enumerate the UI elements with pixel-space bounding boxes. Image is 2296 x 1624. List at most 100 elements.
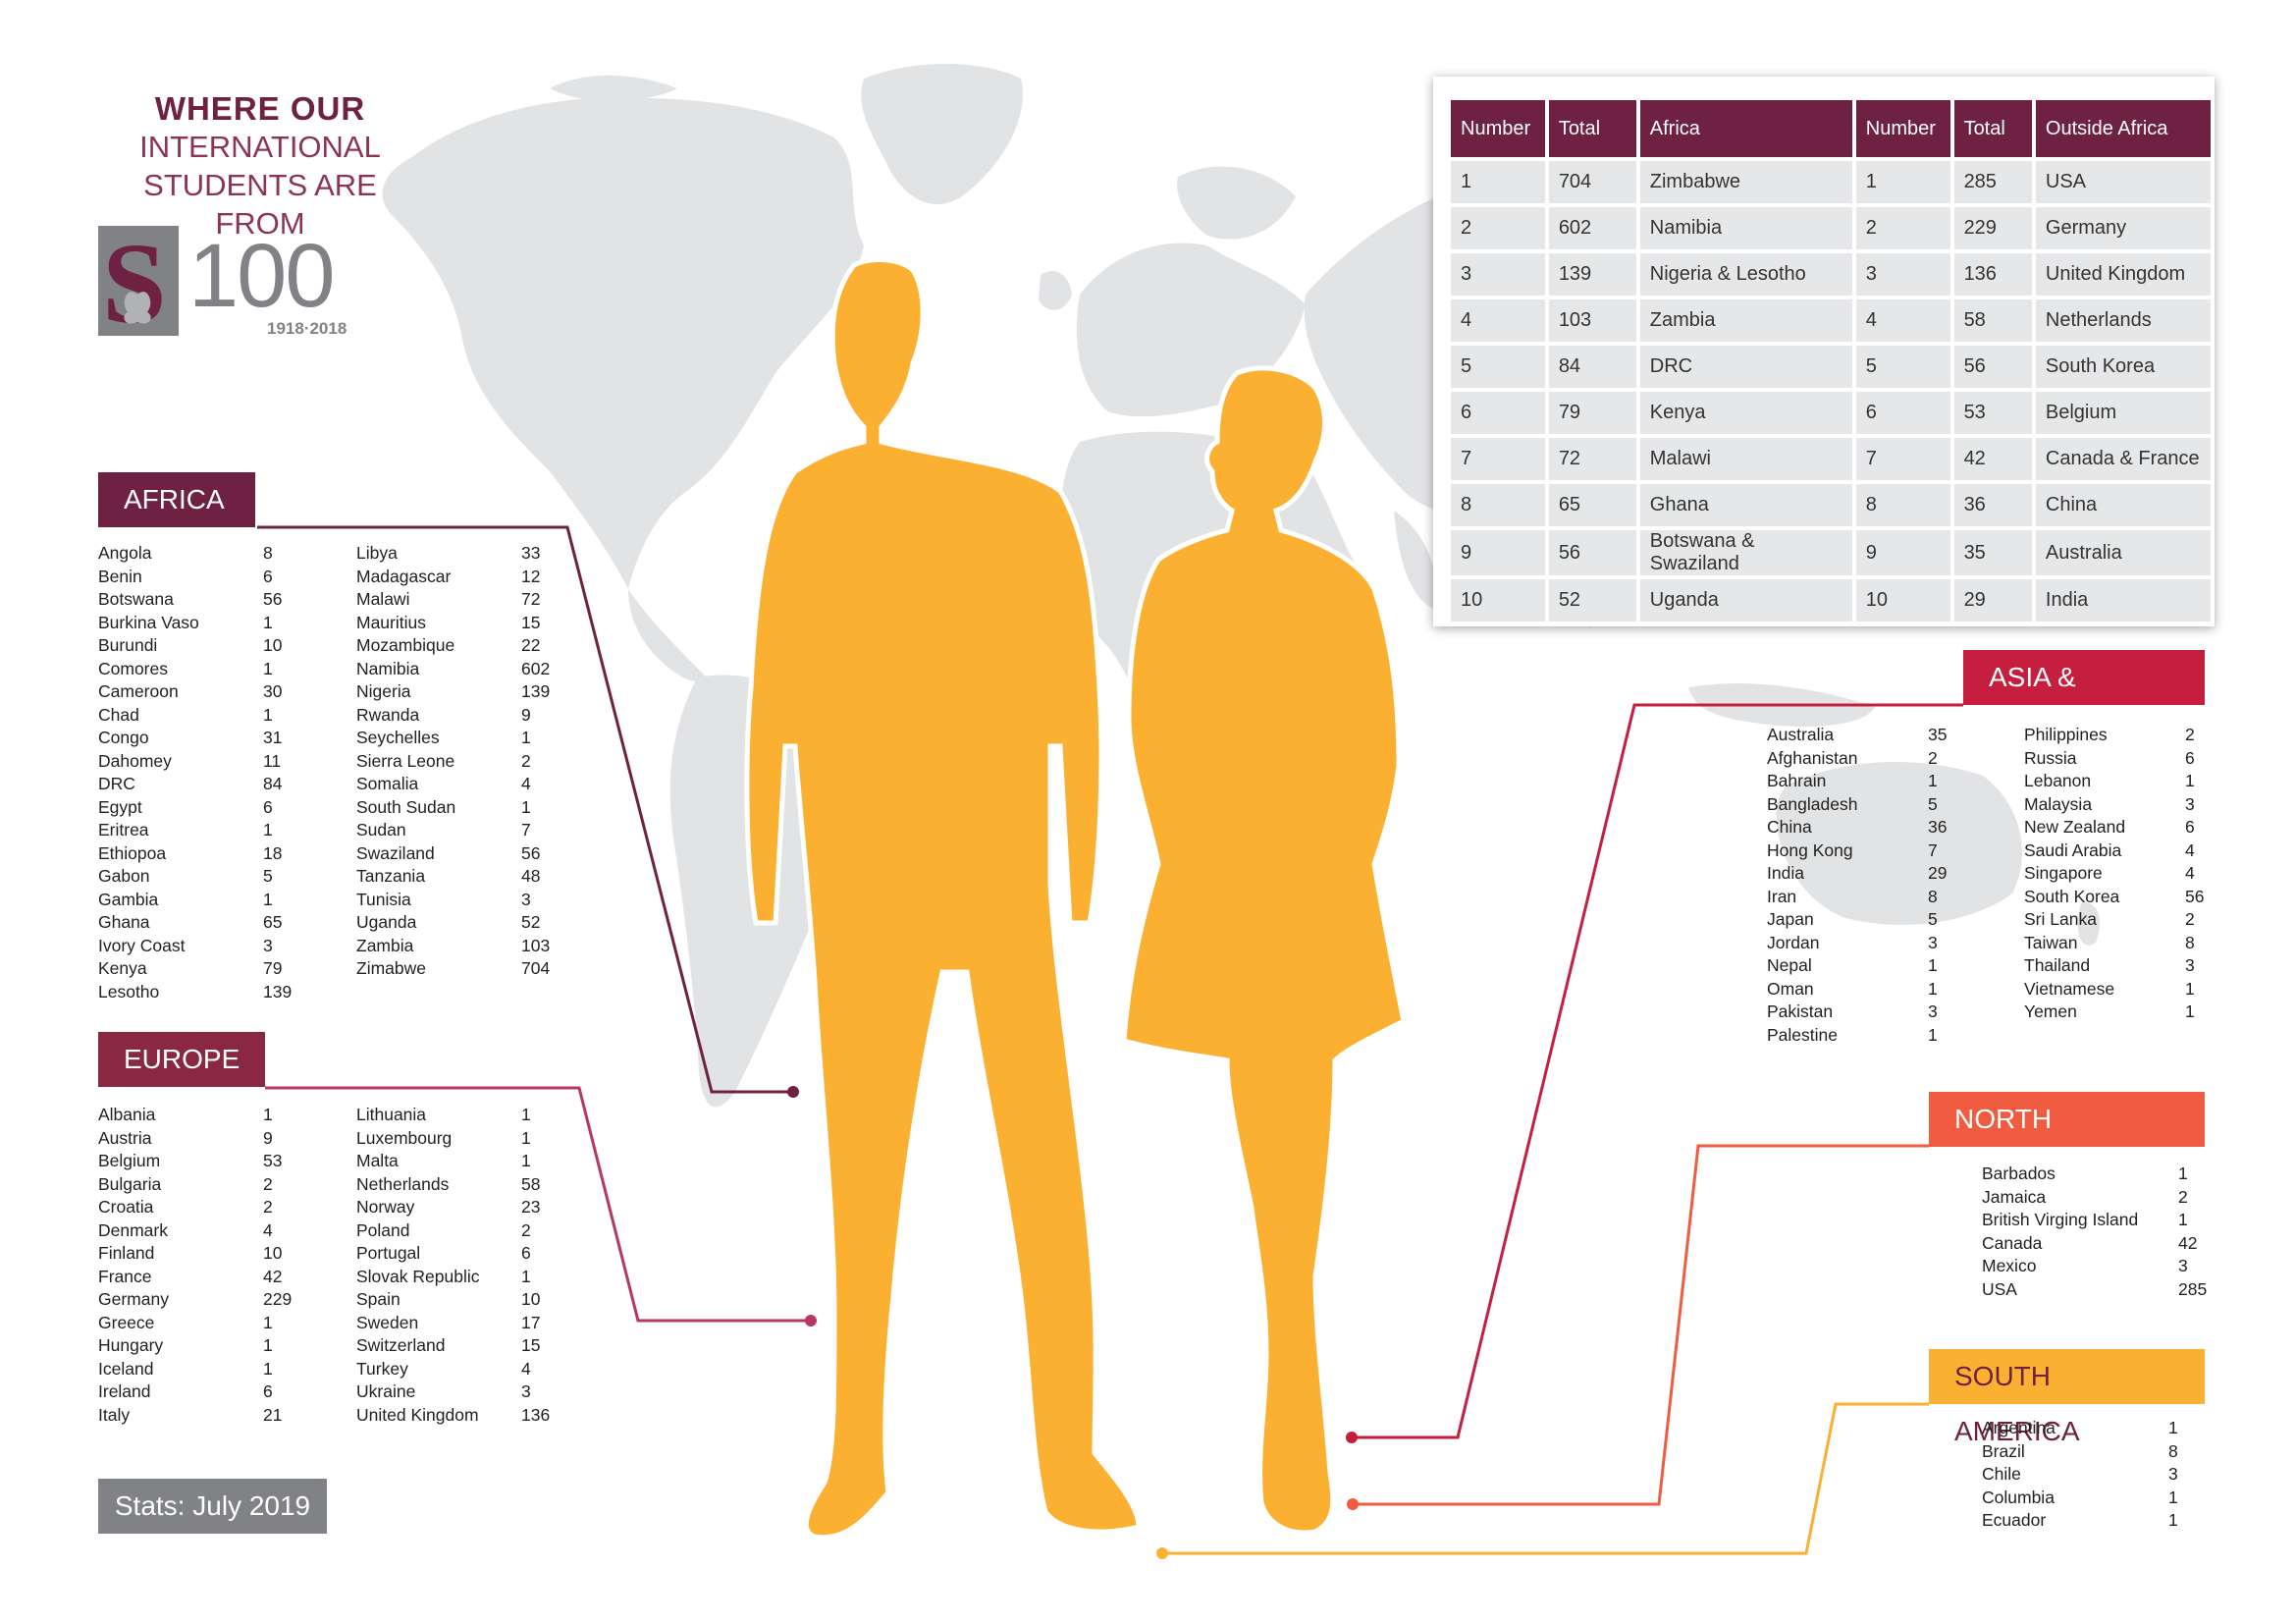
table-cell: 72 — [1548, 438, 1636, 480]
list-item: Somalia 4 — [356, 773, 562, 796]
title-line-3: STUDENTS ARE FROM — [143, 168, 377, 241]
country-name: Greece — [98, 1312, 155, 1332]
table-cell: 53 — [1953, 392, 2032, 434]
country-name: Germany — [98, 1289, 169, 1309]
country-name: Philippines — [2024, 725, 2108, 744]
logo-number: 100 — [188, 226, 334, 326]
country-name: Jordan — [1767, 932, 1820, 952]
country-name: Sweden — [356, 1312, 419, 1332]
top10-table-card: Number Total Africa Number Total Outside… — [1433, 77, 2215, 626]
student-count: 12 — [521, 566, 541, 586]
student-count: 30 — [263, 681, 283, 701]
country-name: Ecuador — [1982, 1510, 2047, 1530]
country-name: Burundi — [98, 635, 158, 655]
table-row: 2 602 Namibia 2 229 Germany — [1451, 207, 2211, 249]
table-cell: 4 — [1855, 299, 1950, 342]
student-count: 56 — [263, 589, 283, 609]
country-name: Lithuania — [356, 1105, 427, 1124]
list-item: France 42 — [98, 1266, 294, 1289]
table-cell: 5 — [1451, 346, 1545, 388]
title-line-1: WHERE OUR — [154, 90, 366, 127]
country-name: DRC — [98, 774, 135, 793]
student-count: 5 — [263, 866, 273, 886]
list-item: Sudan 7 — [356, 819, 562, 842]
table-cell: 56 — [1548, 530, 1636, 575]
list-item: Hong Kong 7 — [1767, 839, 1963, 863]
list-item: Nigeria 139 — [356, 680, 562, 704]
list-item: Ghana 65 — [98, 911, 282, 935]
student-count: 2 — [2178, 1186, 2188, 1207]
list-item: Zimabwe 704 — [356, 957, 562, 981]
student-count: 36 — [1928, 817, 1948, 837]
country-name: Zimabwe — [356, 958, 426, 978]
table-cell: 1 — [1451, 161, 1545, 203]
table-cell: 3 — [1451, 253, 1545, 296]
student-count: 4 — [521, 1358, 531, 1379]
student-count: 18 — [263, 842, 283, 863]
student-count: 72 — [521, 589, 541, 609]
table-cell: Kenya — [1639, 392, 1852, 434]
table-cell: 136 — [1953, 253, 2032, 296]
country-name: Yemen — [2024, 1001, 2077, 1021]
student-count: 22 — [521, 635, 541, 655]
table-cell: 84 — [1548, 346, 1636, 388]
col-header-africa: Africa — [1639, 100, 1852, 157]
oak-leaf-icon — [124, 292, 151, 324]
table-row: 10 52 Uganda 10 29 India — [1451, 579, 2211, 622]
student-count: 3 — [1928, 1001, 1938, 1021]
table-cell: Germany — [2035, 207, 2211, 249]
list-item: DRC 84 — [98, 773, 282, 796]
table-cell: 229 — [1953, 207, 2032, 249]
table-cell: 7 — [1451, 438, 1545, 480]
country-name: Iran — [1767, 886, 1797, 906]
student-count: 15 — [521, 612, 541, 632]
student-count: 1 — [521, 796, 531, 817]
table-row: 9 56 Botswana & Swaziland 9 35 Australia — [1451, 530, 2211, 575]
student-count: 1 — [263, 612, 273, 632]
list-item: Canada 42 — [1982, 1232, 2208, 1256]
student-count: 10 — [263, 1243, 283, 1263]
country-name: Thailand — [2024, 955, 2091, 975]
student-count: 1 — [521, 1105, 531, 1124]
table-cell: Malawi — [1639, 438, 1852, 480]
student-count: 84 — [263, 774, 283, 793]
table-cell: DRC — [1639, 346, 1852, 388]
country-name: Italy — [98, 1404, 131, 1425]
col-header-number: Number — [1451, 100, 1545, 157]
table-cell: Canada & France — [2035, 438, 2211, 480]
country-name: Bulgaria — [98, 1173, 162, 1194]
country-name: Comores — [98, 658, 168, 678]
student-count: 285 — [2178, 1278, 2208, 1299]
list-item: Namibia 602 — [356, 658, 562, 681]
asia-list-col2: Philippines 2 Russia 6 Lebanon 1 Malaysia 3 New … — [2024, 724, 2204, 1024]
country-name: Afghanistan — [1767, 747, 1858, 768]
south-america-leader-line — [1162, 1402, 1929, 1555]
student-count: 1 — [2178, 1210, 2188, 1229]
country-name: Botswana — [98, 589, 174, 609]
list-item: New Zealand 6 — [2024, 816, 2201, 839]
student-count: 5 — [1928, 909, 1938, 929]
logo-years: 1918·2018 — [267, 319, 347, 338]
country-name: Barbados — [1982, 1164, 2056, 1183]
student-count: 4 — [2185, 863, 2195, 883]
table-cell: Botswana & Swaziland — [1639, 530, 1852, 575]
list-item: India 29 — [1767, 862, 1963, 886]
student-count: 9 — [263, 1127, 273, 1148]
col-header-outside-africa: Outside Africa — [2035, 100, 2211, 157]
asia-list-col1: Australia 35 Afghanistan 2 Bahrain 1 Banglades… — [1767, 724, 1963, 1047]
table-row: 3 139 Nigeria & Lesotho 3 136 United Kingdom — [1451, 253, 2211, 296]
list-item: Comores 1 — [98, 658, 275, 681]
country-name: Eritrea — [98, 820, 149, 839]
list-item: Swaziland 56 — [356, 842, 562, 866]
table-cell: 10 — [1855, 579, 1950, 622]
country-name: Burkina Vaso — [98, 612, 199, 632]
student-count: 136 — [521, 1404, 551, 1425]
country-name: Palestine — [1767, 1024, 1838, 1045]
table-cell: 5 — [1855, 346, 1950, 388]
africa-header: AFRICA — [98, 472, 255, 527]
student-count: 1 — [1928, 978, 1938, 999]
list-item: Benin 6 — [98, 566, 275, 589]
africa-list-col1: Angola 8 Benin 6 Botswana 56 Burkina Vaso 1 Buru… — [98, 542, 292, 1003]
student-count: 3 — [2185, 793, 2195, 814]
